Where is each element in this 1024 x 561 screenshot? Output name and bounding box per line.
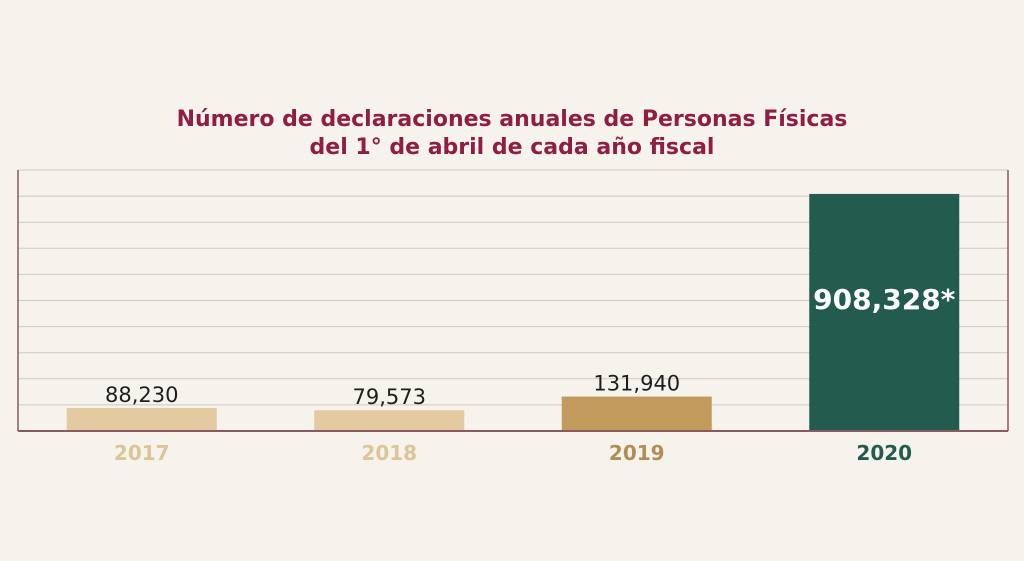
data-label-2018: 79,573 (353, 385, 426, 409)
data-label-2017: 88,230 (105, 383, 178, 407)
data-label-2020: 908,328* (813, 283, 956, 316)
x-tick-label-2019: 2019 (609, 441, 665, 465)
bar-2017 (66, 407, 217, 431)
data-label-2019: 131,940 (593, 372, 680, 396)
chart-title-line-1: Número de declaraciones anuales de Perso… (176, 107, 848, 132)
x-tick-label-2017: 2017 (114, 441, 170, 465)
bar-2020 (809, 193, 960, 431)
bar-2019 (561, 396, 712, 431)
chart-title: Número de declaraciones anuales de Perso… (0, 106, 1024, 162)
bar-2018 (314, 410, 465, 431)
x-tick-label-2020: 2020 (856, 441, 912, 465)
chart-title-line-2: del 1° de abril de cada año fiscal (309, 135, 715, 160)
x-tick-label-2018: 2018 (361, 441, 417, 465)
